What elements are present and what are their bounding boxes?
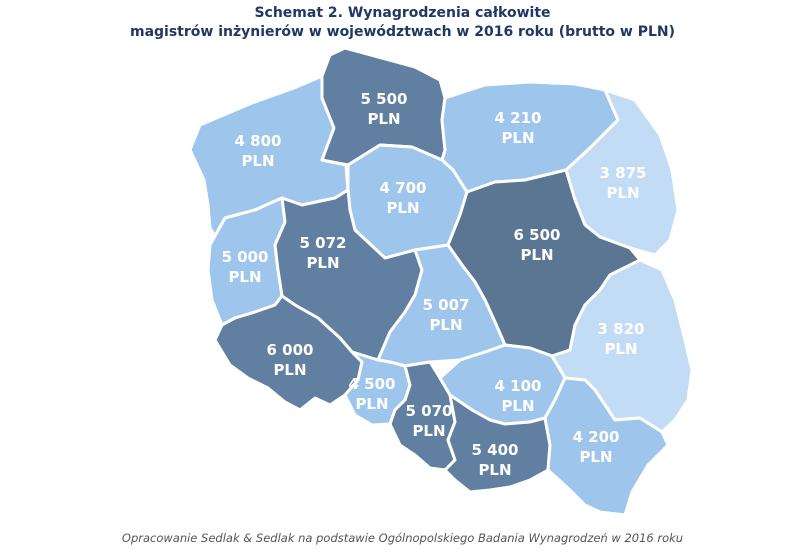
label-unit-malopolskie: PLN — [478, 461, 511, 479]
label-value-mazowieckie: 6 500 — [514, 226, 561, 244]
label-value-lodzkie: 5 007 — [423, 296, 470, 314]
label-unit-zachodniopomorskie: PLN — [241, 152, 274, 170]
label-value-slaskie: 5 070 — [406, 402, 453, 420]
label-unit-wielkopolskie: PLN — [306, 254, 339, 272]
label-unit-mazowieckie: PLN — [520, 246, 553, 264]
region-podkarpackie[interactable] — [543, 376, 670, 517]
label-value-podkarpackie: 4 200 — [573, 428, 620, 446]
label-unit-swietokrzyskie: PLN — [501, 397, 534, 415]
label-value-wielkopolskie: 5 072 — [300, 234, 347, 252]
label-unit-warminsko-mazurskie: PLN — [501, 129, 534, 147]
label-value-lubuskie: 5 000 — [222, 248, 269, 266]
label-unit-podkarpackie: PLN — [579, 448, 612, 466]
label-unit-kujawsko-pomorskie: PLN — [386, 199, 419, 217]
label-unit-lodzkie: PLN — [429, 316, 462, 334]
region-lodzkie[interactable] — [376, 243, 507, 368]
label-unit-slaskie: PLN — [412, 422, 445, 440]
label-value-opolskie: 4 500 — [349, 375, 396, 393]
label-unit-opolskie: PLN — [355, 395, 388, 413]
label-value-dolnoslaskie: 6 000 — [267, 341, 314, 359]
label-unit-pomorskie: PLN — [367, 110, 400, 128]
label-value-lubelskie: 3 820 — [598, 320, 645, 338]
label-unit-lubuskie: PLN — [228, 268, 261, 286]
title-line-1: Schemat 2. Wynagrodzenia całkowite — [254, 5, 551, 21]
label-value-zachodniopomorskie: 4 800 — [235, 132, 282, 150]
label-unit-podlaskie: PLN — [606, 184, 639, 202]
label-value-warminsko-mazurskie: 4 210 — [495, 109, 542, 127]
label-value-podlaskie: 3 875 — [600, 164, 647, 182]
region-malopolskie[interactable] — [443, 393, 552, 494]
title-line-2: magistrów inżynierów w województwach w 2… — [129, 24, 676, 40]
label-unit-lubelskie: PLN — [604, 340, 637, 358]
source-note: Opracowanie Sedlak & Sedlak na podstawie… — [121, 531, 684, 545]
label-value-kujawsko-pomorskie: 4 700 — [380, 179, 427, 197]
region-labels: 4 800 PLN 5 500 PLN 4 210 PLN 3 875 PLN … — [222, 90, 647, 479]
label-value-swietokrzyskie: 4 100 — [495, 377, 542, 395]
label-value-pomorskie: 5 500 — [361, 90, 408, 108]
label-value-malopolskie: 5 400 — [472, 441, 519, 459]
label-unit-dolnoslaskie: PLN — [273, 361, 306, 379]
